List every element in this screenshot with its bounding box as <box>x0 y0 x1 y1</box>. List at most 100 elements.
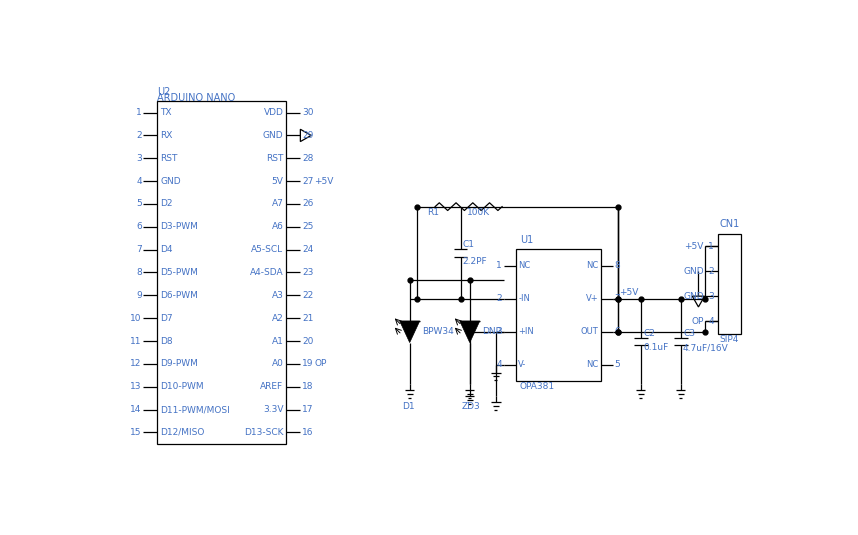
Text: +5V: +5V <box>685 242 704 250</box>
Text: TX: TX <box>160 108 172 117</box>
Text: -IN: -IN <box>518 294 530 303</box>
Text: 6: 6 <box>136 223 142 231</box>
Text: CN1: CN1 <box>719 219 740 230</box>
Text: 2: 2 <box>136 131 142 140</box>
Text: D10-PWM: D10-PWM <box>160 382 204 391</box>
Text: 24: 24 <box>302 245 313 254</box>
Text: 10: 10 <box>130 314 142 323</box>
Text: ZD3: ZD3 <box>462 402 480 411</box>
Text: C3: C3 <box>683 329 695 338</box>
Text: U1: U1 <box>520 235 533 244</box>
Text: C2: C2 <box>643 329 655 338</box>
Bar <box>157 101 287 444</box>
Text: +5V: +5V <box>619 288 638 297</box>
Text: D8: D8 <box>160 337 172 346</box>
Text: 12: 12 <box>130 360 142 369</box>
Text: GND: GND <box>160 177 181 186</box>
Text: 3: 3 <box>136 154 142 163</box>
Text: NC: NC <box>586 261 598 270</box>
Text: V+: V+ <box>586 294 598 303</box>
Text: OUT: OUT <box>581 327 598 337</box>
Text: 4.7uF/16V: 4.7uF/16V <box>683 343 728 352</box>
Text: OP: OP <box>692 317 704 326</box>
Text: D6-PWM: D6-PWM <box>160 291 198 300</box>
Text: 26: 26 <box>302 200 313 209</box>
Text: 28: 28 <box>302 154 313 163</box>
Text: 1: 1 <box>708 242 714 250</box>
Text: 21: 21 <box>302 314 313 323</box>
Text: 1: 1 <box>496 261 502 270</box>
Text: 27: 27 <box>302 177 313 186</box>
Text: OP: OP <box>314 360 327 369</box>
Text: A7: A7 <box>271 200 283 209</box>
Text: GND: GND <box>683 292 704 301</box>
Text: 9: 9 <box>136 291 142 300</box>
Text: A5-SCL: A5-SCL <box>251 245 283 254</box>
Text: ARDUINO NANO: ARDUINO NANO <box>157 93 235 103</box>
Text: RST: RST <box>160 154 178 163</box>
Text: D13-SCK: D13-SCK <box>244 428 283 437</box>
Text: 3: 3 <box>496 327 502 337</box>
Text: D3-PWM: D3-PWM <box>160 223 198 231</box>
Text: R1: R1 <box>426 208 438 217</box>
Text: 5: 5 <box>614 361 620 369</box>
Text: D11-PWM/MOSI: D11-PWM/MOSI <box>160 405 230 414</box>
Text: D12/MISO: D12/MISO <box>160 428 204 437</box>
Text: 22: 22 <box>302 291 313 300</box>
Text: SIP4: SIP4 <box>720 334 739 343</box>
Text: V-: V- <box>518 361 527 369</box>
Text: BPW34: BPW34 <box>422 327 454 337</box>
Text: 29: 29 <box>302 131 313 140</box>
Text: AREF: AREF <box>260 382 283 391</box>
Text: 8: 8 <box>614 261 620 270</box>
Text: 30: 30 <box>302 108 313 117</box>
Text: OPA381: OPA381 <box>520 381 555 391</box>
Text: C1: C1 <box>462 240 474 249</box>
Text: +IN: +IN <box>518 327 534 337</box>
Text: A1: A1 <box>271 337 283 346</box>
Text: D5-PWM: D5-PWM <box>160 268 198 277</box>
Text: A4-SDA: A4-SDA <box>250 268 283 277</box>
Bar <box>516 249 601 381</box>
Text: RX: RX <box>160 131 172 140</box>
Text: 4: 4 <box>708 317 714 326</box>
Text: D1: D1 <box>402 402 414 411</box>
Text: GND: GND <box>263 131 283 140</box>
Text: 16: 16 <box>302 428 313 437</box>
Polygon shape <box>460 321 480 342</box>
Text: 25: 25 <box>302 223 313 231</box>
Text: 7: 7 <box>136 245 142 254</box>
Polygon shape <box>400 321 420 342</box>
Text: 4: 4 <box>497 361 502 369</box>
Text: 23: 23 <box>302 268 313 277</box>
Text: 8: 8 <box>136 268 142 277</box>
Text: 13: 13 <box>130 382 142 391</box>
Text: A0: A0 <box>271 360 283 369</box>
Text: 2: 2 <box>497 294 502 303</box>
Text: D4: D4 <box>160 245 172 254</box>
Text: VDD: VDD <box>263 108 283 117</box>
Text: DNP: DNP <box>482 327 501 337</box>
Text: 5V: 5V <box>271 177 283 186</box>
Text: 14: 14 <box>130 405 142 414</box>
Bar <box>717 234 740 334</box>
Text: U2: U2 <box>157 87 171 97</box>
Text: D2: D2 <box>160 200 172 209</box>
Text: 100K: 100K <box>468 208 491 217</box>
Text: 1: 1 <box>136 108 142 117</box>
Text: 17: 17 <box>302 405 313 414</box>
Text: A2: A2 <box>272 314 283 323</box>
Text: 11: 11 <box>130 337 142 346</box>
Text: NC: NC <box>586 361 598 369</box>
Text: NC: NC <box>518 261 530 270</box>
Text: 5: 5 <box>136 200 142 209</box>
Text: RST: RST <box>266 154 283 163</box>
Text: 4: 4 <box>136 177 142 186</box>
Text: 20: 20 <box>302 337 313 346</box>
Text: D7: D7 <box>160 314 172 323</box>
Text: 2.2PF: 2.2PF <box>462 257 487 265</box>
Text: A3: A3 <box>271 291 283 300</box>
Text: D9-PWM: D9-PWM <box>160 360 198 369</box>
Text: 0.1uF: 0.1uF <box>643 343 668 352</box>
Text: 3.3V: 3.3V <box>263 405 283 414</box>
